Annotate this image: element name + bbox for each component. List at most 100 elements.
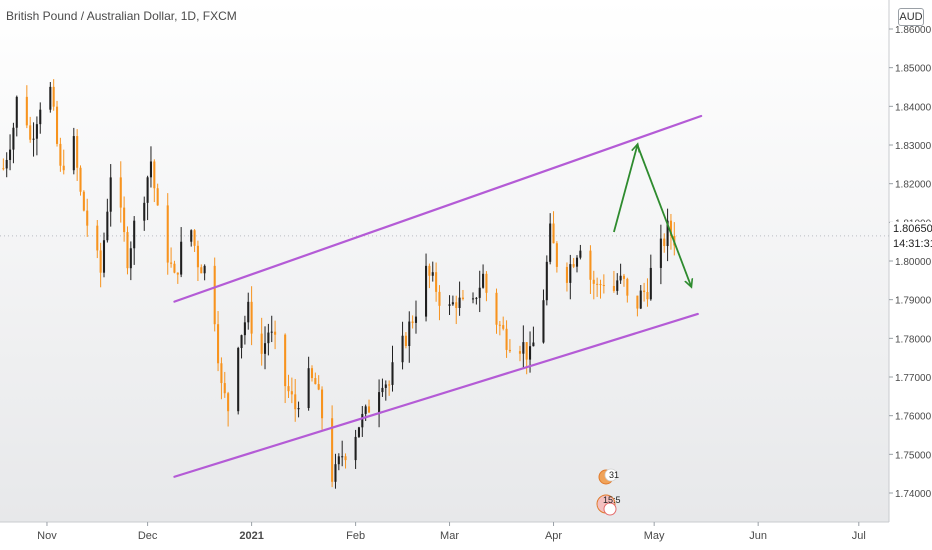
candle-body — [270, 331, 273, 333]
candle-body — [284, 334, 287, 387]
candle — [82, 190, 85, 212]
x-tick-label: Apr — [545, 530, 562, 542]
candle — [425, 253, 428, 322]
candle — [196, 240, 199, 282]
candle-body — [15, 96, 18, 128]
candle — [411, 315, 414, 329]
candle — [240, 334, 243, 359]
candle-body — [626, 278, 629, 296]
candle — [498, 320, 501, 336]
candle-body — [307, 368, 310, 409]
candle — [190, 229, 193, 247]
candle — [414, 300, 418, 334]
candle-body — [361, 413, 364, 428]
candle — [250, 286, 253, 346]
candle-body — [485, 273, 488, 293]
forecast-arrows[interactable] — [613, 145, 691, 286]
candle-body — [314, 378, 317, 385]
candle — [307, 356, 310, 411]
candle-body — [240, 335, 243, 349]
candle-body — [451, 302, 454, 305]
event-marker-2[interactable]: 15:5 — [596, 494, 621, 516]
candle-body — [565, 266, 568, 283]
current-price-label: 1.80650 — [890, 222, 932, 237]
chart-title: British Pound / Australian Dollar, 1D, F… — [6, 9, 237, 23]
candle — [166, 193, 169, 275]
candle-body — [196, 245, 199, 268]
candle-body — [378, 392, 381, 413]
currency-button[interactable]: AUD — [898, 8, 924, 26]
candle — [572, 257, 575, 269]
candle — [9, 134, 12, 171]
candle-body — [367, 406, 371, 413]
candle — [52, 79, 55, 111]
candle-body — [555, 243, 558, 267]
x-tick-label: Feb — [346, 530, 365, 542]
candle — [435, 262, 438, 302]
x-tick-label: 2021 — [239, 530, 263, 542]
candle — [96, 220, 99, 259]
candle-body — [575, 257, 579, 267]
candle — [592, 270, 595, 300]
candle — [495, 288, 498, 334]
candle-body — [612, 286, 615, 291]
candle — [287, 374, 290, 399]
candle — [482, 264, 485, 289]
candle — [213, 257, 216, 332]
candle-body — [549, 223, 552, 262]
candle — [86, 198, 89, 237]
candle-body — [532, 342, 535, 347]
event-marker-2-label: 15:5 — [603, 495, 621, 505]
candle — [39, 102, 42, 134]
candle — [649, 254, 652, 301]
candle — [331, 405, 334, 488]
candle-body — [297, 408, 300, 410]
candle — [260, 317, 263, 366]
x-tick-label: Nov — [37, 530, 57, 542]
event-markers[interactable]: 31 15:5 — [596, 468, 621, 516]
candle — [344, 453, 347, 469]
candle-body — [156, 188, 159, 206]
candle-body — [193, 230, 196, 246]
candle — [545, 255, 548, 306]
candle — [569, 254, 572, 300]
candle-body — [431, 272, 434, 276]
candle — [297, 401, 300, 418]
candle-body — [341, 456, 344, 458]
candle — [99, 242, 102, 288]
candle — [243, 315, 246, 345]
candle — [173, 260, 176, 274]
y-tick-label: 1.76000 — [895, 412, 932, 423]
y-tick-label: 1.84000 — [895, 102, 932, 113]
candle-body — [666, 220, 669, 247]
candle — [542, 289, 545, 344]
candle-body — [200, 267, 203, 274]
candle-body — [106, 211, 109, 241]
candle — [126, 226, 129, 275]
channel-upper-line — [173, 114, 703, 303]
candle — [448, 295, 451, 315]
candle — [267, 323, 270, 356]
candle — [290, 377, 293, 404]
candle — [502, 316, 505, 331]
candle-body — [525, 342, 528, 360]
candle-body — [404, 335, 407, 347]
candle-body — [260, 333, 263, 354]
candle — [643, 282, 646, 302]
channel-lines[interactable] — [173, 114, 703, 478]
candle-body — [321, 389, 324, 419]
candle — [123, 196, 126, 242]
candle-body — [602, 285, 605, 287]
event-marker-1[interactable]: 31 — [598, 468, 619, 485]
candle — [612, 270, 615, 293]
plot-background — [0, 0, 889, 522]
candle-body — [649, 267, 652, 300]
candle-body — [203, 265, 206, 274]
candle — [505, 320, 508, 358]
candle-body — [35, 124, 38, 139]
candle — [334, 453, 337, 489]
candle — [636, 295, 639, 317]
candle — [626, 277, 629, 303]
event-marker-1-label: 31 — [609, 470, 619, 480]
